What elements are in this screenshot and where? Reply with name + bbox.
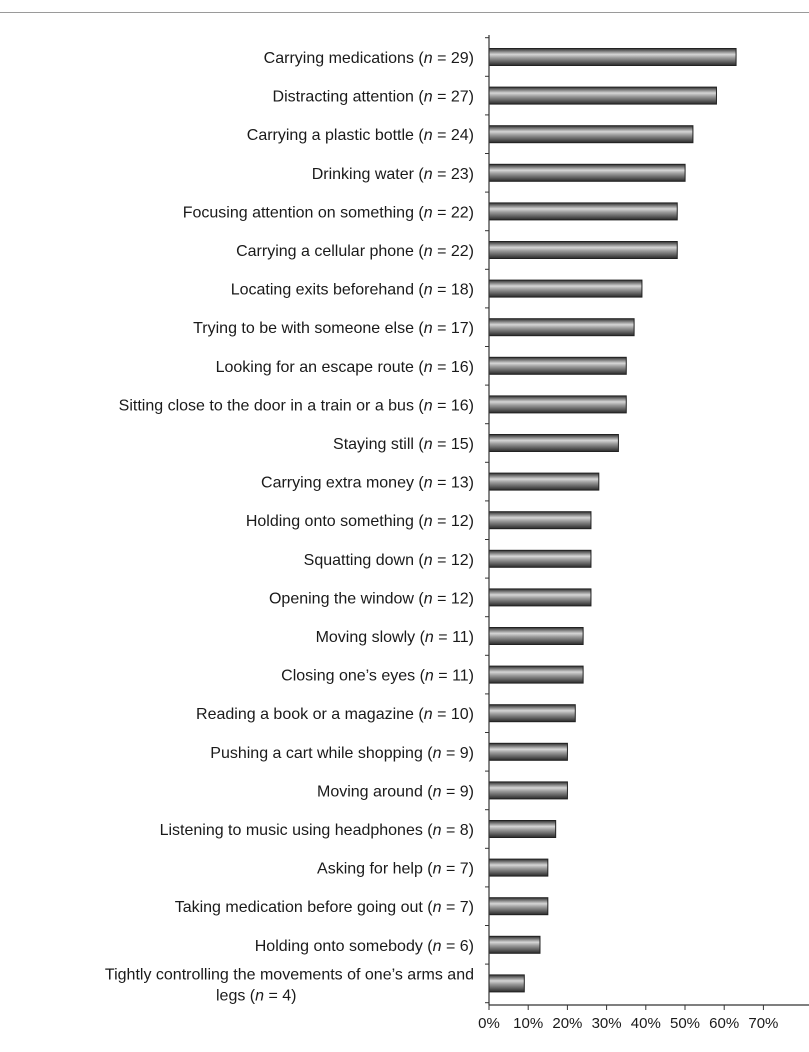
bar [488, 202, 678, 221]
category-label: Distracting attention (n = 27) [273, 89, 474, 106]
bars-group [488, 48, 737, 993]
bar [488, 858, 549, 877]
top-rule [0, 12, 809, 13]
bar [488, 897, 549, 916]
bar [488, 511, 592, 530]
bar [488, 588, 592, 607]
bar [488, 48, 737, 66]
axes-group: 0% 10% 20% 30% 40% 50% 60% 70% [478, 35, 809, 1032]
bar [488, 434, 619, 452]
category-label: Pushing a cart while shopping (n = 9) [210, 745, 474, 762]
category-label: Locating exits beforehand (n = 18) [231, 282, 474, 299]
category-label: Moving slowly (n = 11) [316, 629, 474, 646]
bar [488, 974, 525, 993]
category-label: Tightly controlling the movements of one… [105, 966, 474, 983]
bar [488, 395, 627, 414]
bar [488, 781, 568, 800]
x-tick-label: 30% [592, 1015, 622, 1032]
x-tick-label: 10% [513, 1015, 543, 1032]
category-label: Closing one’s eyes (n = 11) [281, 668, 474, 685]
bar [488, 125, 694, 144]
category-label: Listening to music using headphones (n =… [160, 822, 474, 839]
category-label: Taking medication before going out (n = … [175, 899, 474, 916]
category-label: legs (n = 4) [216, 987, 297, 1004]
category-label: Asking for help (n = 7) [317, 861, 474, 878]
x-tick-label: 40% [631, 1015, 661, 1032]
category-label: Carrying medications (n = 29) [264, 50, 474, 67]
bar [488, 86, 717, 105]
bar [488, 549, 592, 568]
bar [488, 820, 557, 838]
bar [488, 241, 678, 259]
category-label: Looking for an escape route (n = 16) [216, 359, 474, 376]
category-label: Carrying a plastic bottle (n = 24) [247, 127, 474, 144]
category-label: Focusing attention on something (n = 22) [183, 204, 474, 221]
category-labels: Carrying medications (n = 29) Distracting… [105, 50, 474, 1004]
category-label: Sitting close to the door in a train or … [119, 397, 474, 414]
bar [488, 935, 541, 954]
category-label: Holding onto something (n = 12) [246, 513, 474, 530]
category-label: Carrying extra money (n = 13) [261, 475, 474, 492]
category-label: Staying still (n = 15) [333, 436, 474, 453]
bar [488, 356, 627, 375]
x-tick-label: 0% [478, 1015, 500, 1032]
category-label: Squatting down (n = 12) [304, 552, 474, 569]
category-label: Holding onto somebody (n = 6) [255, 938, 474, 955]
category-label: Reading a book or a magazine (n = 10) [196, 706, 474, 723]
bar [488, 163, 686, 182]
bar [488, 665, 584, 684]
category-label: Opening the window (n = 12) [269, 590, 474, 607]
category-label: Moving around (n = 9) [317, 783, 474, 800]
bar [488, 472, 600, 491]
category-label: Carrying a cellular phone (n = 22) [236, 243, 474, 260]
bar [488, 627, 584, 645]
category-label: Drinking water (n = 23) [312, 166, 474, 183]
category-label: Trying to be with someone else (n = 17) [193, 320, 474, 337]
x-tick-label: 60% [709, 1015, 739, 1032]
bar [488, 704, 576, 723]
bar [488, 318, 635, 337]
bar [488, 279, 643, 298]
x-tick-label: 70% [748, 1015, 778, 1032]
bar [488, 742, 568, 761]
x-tick-label: 50% [670, 1015, 700, 1032]
x-tick-label: 20% [552, 1015, 582, 1032]
